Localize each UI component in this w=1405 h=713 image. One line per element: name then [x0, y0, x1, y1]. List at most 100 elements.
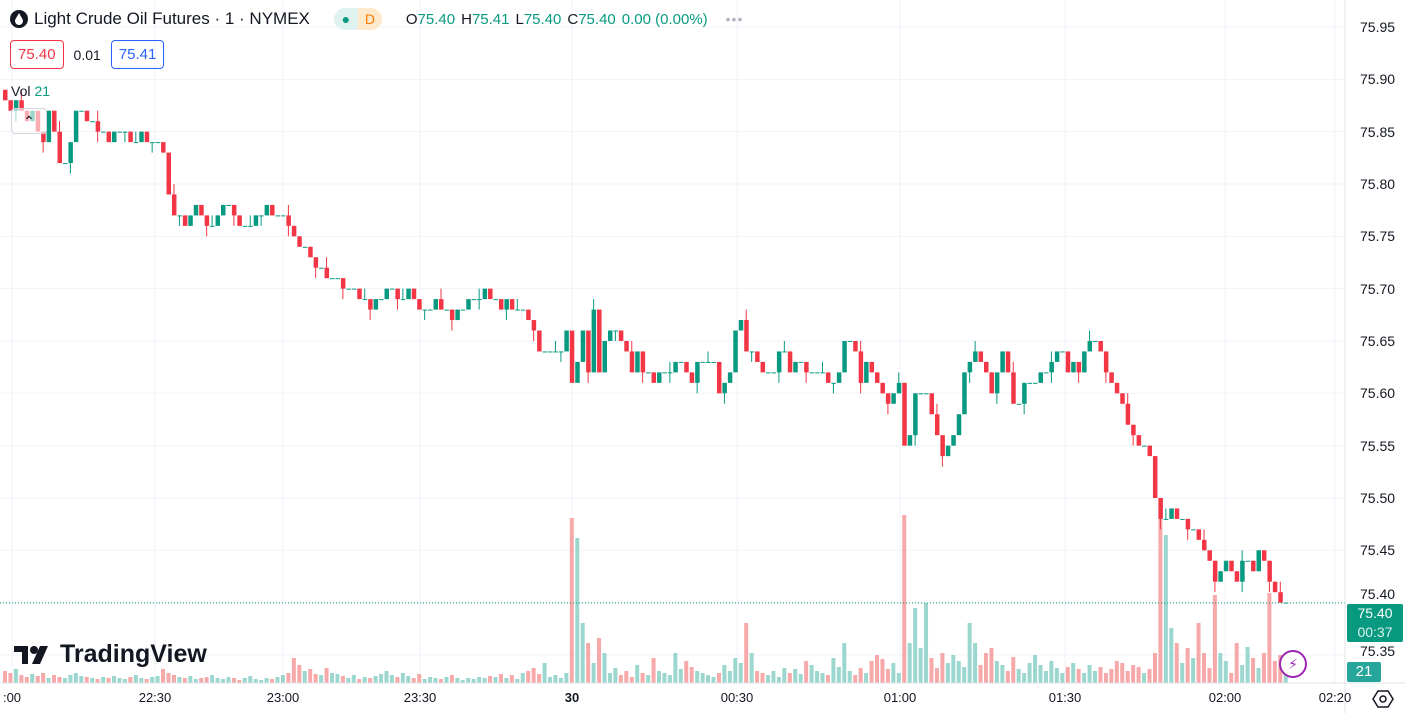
candle-body: [869, 361, 875, 373]
candle-body: [716, 361, 722, 394]
market-status-badge[interactable]: ● D: [333, 8, 382, 30]
candle-body: [651, 372, 657, 383]
candle-body: [558, 351, 564, 353]
candle-body: [19, 100, 24, 111]
candle-body: [1207, 550, 1212, 561]
volume-bar: [422, 679, 427, 683]
sell-button[interactable]: 75.40: [10, 40, 64, 69]
volume-bar: [155, 676, 160, 683]
candle-body: [597, 309, 602, 373]
volume-bar: [389, 675, 394, 683]
candle-body: [973, 351, 978, 362]
volume-bar: [913, 608, 918, 683]
volume-bar: [166, 673, 171, 683]
volume-bar: [918, 648, 923, 683]
settings-icon[interactable]: [1372, 688, 1394, 710]
volume-bar: [62, 678, 67, 683]
volume-bar: [940, 653, 945, 683]
volume-bar: [73, 673, 78, 683]
volume-bar: [635, 665, 640, 683]
volume-bar: [1272, 661, 1277, 683]
candle-body: [449, 309, 455, 321]
candle-body: [602, 340, 607, 373]
volume-bar: [1109, 669, 1114, 683]
volume-bar: [466, 678, 471, 683]
candle-body: [493, 299, 498, 301]
candle-body: [1267, 560, 1272, 582]
volume-bar: [548, 677, 552, 683]
volume-bar: [929, 658, 934, 683]
candle-body: [771, 372, 776, 374]
volume-bar: [226, 677, 231, 683]
volume-value: 21: [34, 83, 51, 99]
candle-body: [1027, 382, 1033, 384]
volume-bar: [444, 677, 449, 683]
candle-body: [1136, 435, 1142, 446]
volume-bar: [820, 673, 825, 683]
candle-body: [902, 382, 907, 446]
candle-body: [640, 351, 646, 373]
buy-button[interactable]: 75.41: [110, 40, 165, 69]
more-icon[interactable]: •••: [725, 11, 744, 27]
volume-bar: [509, 675, 514, 683]
candle-body: [613, 330, 618, 332]
volume-bar: [112, 676, 116, 683]
volume-bar: [776, 677, 781, 683]
candle-body: [831, 382, 836, 384]
tradingview-logo-icon: [14, 645, 48, 664]
tradingview-logo[interactable]: TradingView: [14, 640, 207, 669]
candle-body: [924, 393, 929, 395]
volume-bar: [798, 674, 803, 683]
candle-body: [259, 215, 264, 217]
volume-bar: [613, 668, 618, 683]
volume-bar: [259, 680, 264, 683]
volume-bar: [755, 671, 760, 683]
collapse-legend-button[interactable]: ⌃: [11, 108, 47, 134]
market-open-dot-icon: ●: [333, 8, 358, 30]
volume-bar: [575, 538, 580, 683]
candle-body: [477, 299, 482, 301]
data-status-badge: D: [357, 8, 382, 30]
volume-bar: [1038, 665, 1043, 683]
candle-body: [951, 435, 956, 446]
volume-bar: [880, 659, 885, 683]
candle-body: [1103, 351, 1109, 373]
volume-bar: [744, 623, 749, 683]
volume-bar: [1234, 643, 1239, 683]
candle-body: [934, 414, 940, 436]
volume-bar: [804, 661, 809, 683]
volume-bar: [602, 653, 607, 683]
volume-bar: [1054, 668, 1059, 683]
candle-body: [907, 435, 913, 446]
volume-bar: [695, 671, 700, 683]
candle-body: [1000, 351, 1005, 373]
volume-bar: [340, 676, 345, 683]
candle-body: [1033, 382, 1038, 384]
current-price-value: 75.40: [1357, 605, 1393, 621]
volume-bar: [291, 658, 296, 683]
volume-bar: [1076, 669, 1081, 683]
candle-body: [994, 372, 1000, 394]
symbol-title[interactable]: Light Crude Oil Futures · 1 · NYMEX: [34, 9, 310, 28]
volume-bar: [1261, 653, 1266, 683]
volume-bar: [351, 675, 356, 683]
time-tick-label: 00:30: [720, 690, 754, 705]
volume-bar: [1016, 669, 1021, 683]
volume-bar: [3, 671, 7, 683]
volume-bar: [313, 674, 318, 683]
candle-body: [537, 330, 542, 352]
candle-body: [635, 351, 640, 373]
lightning-icon[interactable]: ⚡︎: [1279, 650, 1307, 678]
volume-bar: [221, 679, 225, 683]
candle-body: [1011, 372, 1016, 404]
candle-body: [1234, 571, 1240, 582]
candle-body: [330, 278, 335, 280]
volume-bar: [537, 674, 542, 683]
candle-body: [1016, 403, 1022, 405]
candle-body: [1202, 539, 1207, 551]
candle-body: [1191, 529, 1196, 531]
volume-bar: [640, 673, 645, 683]
grid: [0, 0, 1345, 683]
volume-bar: [934, 668, 939, 683]
